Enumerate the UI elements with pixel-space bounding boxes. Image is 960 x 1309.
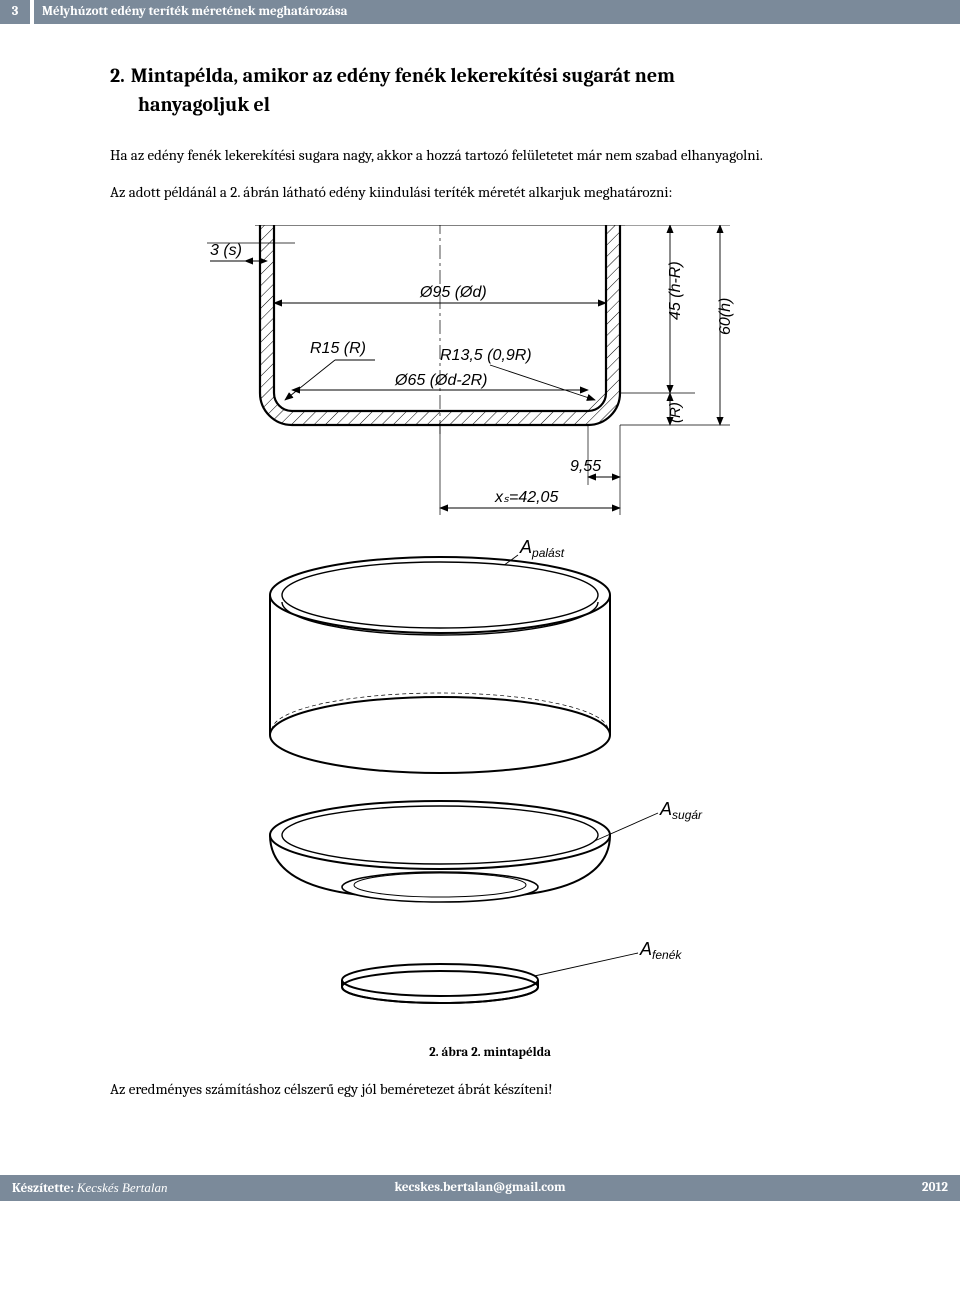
label-Rv: (R): [667, 402, 684, 423]
page-number: 3: [0, 0, 30, 24]
section-view: 3 (s) Ø95 (Ød) R15 (R) R13,5 (0,9R) Ø65 …: [207, 225, 734, 515]
section-number: 2.: [110, 64, 125, 87]
header-bar: 3 Mélyhúzott edény teríték méretének meg…: [0, 0, 960, 24]
section-heading: 2. Mintapélda, amikor az edény fenék leke…: [110, 64, 870, 87]
figure-caption: 2. ábra 2. mintapélda: [110, 1045, 870, 1060]
label-xs: xₛ=42,05: [494, 489, 558, 506]
footer-bar: Készítette: Kecskés Bertalan kecskes.ber…: [0, 1175, 960, 1201]
label-Afenek: Afenék: [639, 939, 682, 962]
header-title: Mélyhúzott edény teríték méretének megha…: [34, 0, 960, 24]
label-r2: R13,5 (0,9R): [440, 347, 532, 364]
label-R: R15 (R): [310, 340, 366, 357]
label-d: Ø95 (Ød): [419, 284, 487, 301]
footer-author: Kecskés Bertalan: [77, 1180, 168, 1195]
label-Apalast: Apalást: [519, 537, 565, 560]
paragraph-1: Ha az edény fenék lekerekítési sugara na…: [110, 144, 870, 167]
label-Asugar: Asugár: [659, 799, 703, 822]
footer-left: Készítette: Kecskés Bertalan: [12, 1180, 324, 1196]
label-hR: 45 (h-R): [667, 261, 684, 320]
footer-year: 2012: [636, 1180, 948, 1195]
exploded-3d: Apalást Asugár: [270, 537, 703, 1003]
label-h: 60(h): [717, 297, 734, 334]
section-title-line2: hanyagoljuk el: [110, 93, 870, 116]
footer-left-label: Készítette:: [12, 1181, 74, 1196]
label-d2R: Ø65 (Ød-2R): [394, 372, 487, 389]
closing-paragraph: Az eredményes számításhoz célszerű egy j…: [110, 1078, 870, 1101]
technical-drawing: 3 (s) Ø95 (Ød) R15 (R) R13,5 (0,9R) Ø65 …: [140, 225, 840, 1035]
section-title-line1: Mintapélda, amikor az edény fenék lekere…: [131, 64, 675, 87]
footer-email: kecskes.bertalan@gmail.com: [324, 1180, 636, 1195]
label-s: 3 (s): [210, 242, 242, 259]
figure: 3 (s) Ø95 (Ød) R15 (R) R13,5 (0,9R) Ø65 …: [110, 225, 870, 1035]
paragraph-2: Az adott példánál a 2. ábrán látható edé…: [110, 181, 870, 204]
label-955: 9,55: [570, 458, 601, 475]
page-content: 2. Mintapélda, amikor az edény fenék leke…: [0, 24, 960, 1135]
